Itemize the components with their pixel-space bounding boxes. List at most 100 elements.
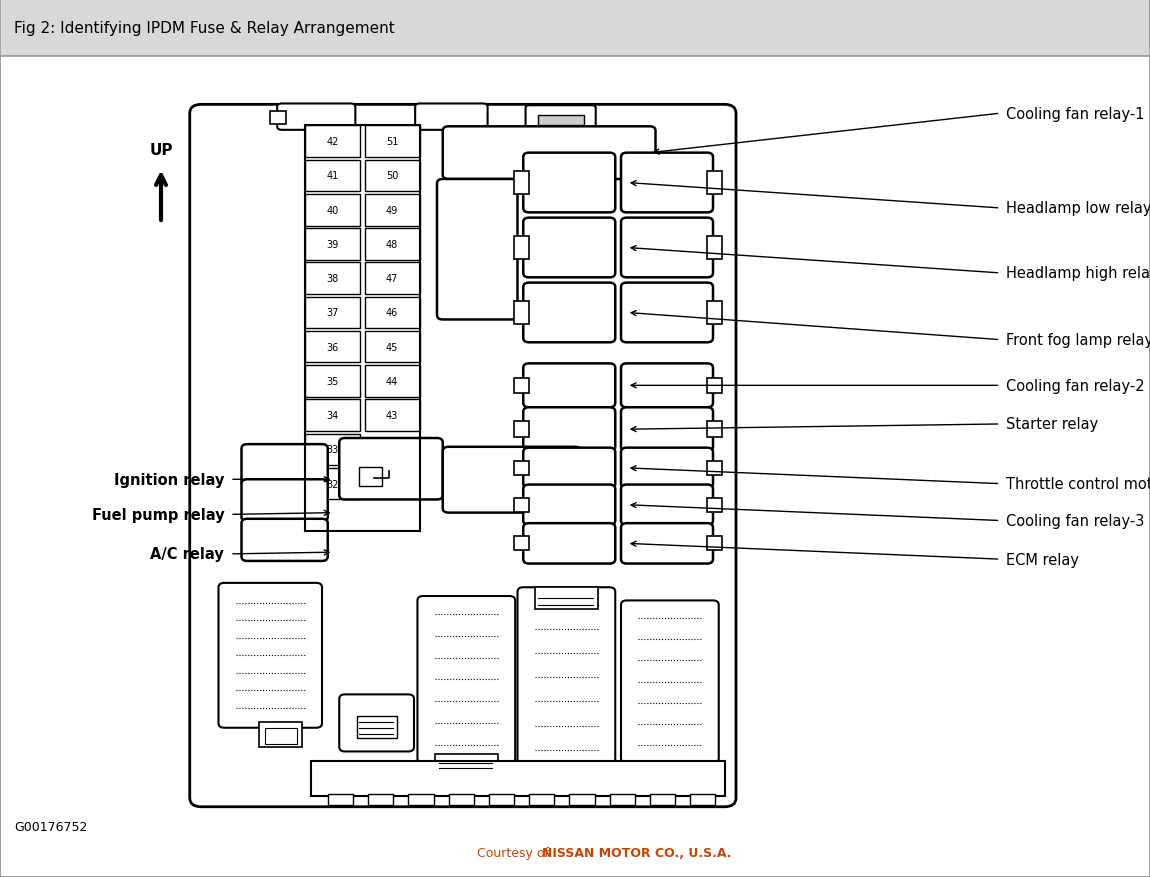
Bar	[365, 160, 420, 192]
Bar	[535, 588, 598, 610]
Text: Courtesy of: Courtesy of	[477, 846, 553, 859]
Bar	[514, 172, 529, 195]
Bar	[707, 378, 722, 394]
Text: Cooling fan relay-3 (LO relay): Cooling fan relay-3 (LO relay)	[1006, 513, 1150, 529]
Bar	[538, 116, 584, 126]
Bar	[707, 498, 722, 512]
Bar	[435, 754, 498, 772]
Bar	[365, 195, 420, 226]
Text: 49: 49	[386, 205, 398, 216]
Bar	[690, 795, 715, 805]
Text: 43: 43	[386, 410, 398, 421]
Text: 40: 40	[327, 205, 338, 216]
Text: G00176752: G00176752	[14, 820, 87, 832]
Bar	[707, 422, 722, 438]
FancyBboxPatch shape	[437, 180, 518, 320]
Bar	[0, 0, 1150, 57]
FancyBboxPatch shape	[523, 153, 615, 213]
FancyBboxPatch shape	[621, 601, 719, 763]
FancyBboxPatch shape	[621, 153, 713, 213]
Bar	[514, 498, 529, 512]
FancyBboxPatch shape	[518, 588, 615, 767]
Bar	[514, 461, 529, 475]
Text: 48: 48	[386, 239, 398, 250]
FancyBboxPatch shape	[523, 408, 615, 452]
Bar	[650, 795, 675, 805]
Bar	[305, 229, 360, 260]
Bar	[264, 728, 297, 744]
Bar	[356, 717, 397, 738]
FancyBboxPatch shape	[443, 447, 581, 513]
Bar	[305, 434, 360, 466]
Text: 35: 35	[327, 376, 338, 387]
Text: 36: 36	[327, 342, 338, 353]
Bar	[365, 263, 420, 295]
FancyBboxPatch shape	[523, 448, 615, 488]
Text: 33: 33	[327, 445, 338, 455]
Bar	[359, 467, 382, 487]
FancyBboxPatch shape	[190, 105, 736, 807]
Bar	[305, 263, 360, 295]
Bar	[310, 761, 724, 796]
FancyBboxPatch shape	[218, 583, 322, 728]
Text: ECM relay: ECM relay	[1006, 552, 1079, 567]
FancyBboxPatch shape	[621, 485, 713, 525]
Text: 47: 47	[386, 274, 398, 284]
Text: Cooling fan relay-2 (HI relay): Cooling fan relay-2 (HI relay)	[1006, 378, 1150, 394]
FancyBboxPatch shape	[526, 106, 596, 132]
FancyBboxPatch shape	[242, 445, 328, 487]
Text: Fuel pump relay: Fuel pump relay	[92, 507, 224, 523]
Bar	[305, 297, 360, 329]
Text: 37: 37	[327, 308, 338, 318]
Text: 38: 38	[327, 274, 338, 284]
FancyBboxPatch shape	[523, 283, 615, 343]
Text: 32: 32	[327, 479, 338, 489]
Bar	[707, 172, 722, 195]
Text: Headlamp low relay: Headlamp low relay	[1006, 201, 1150, 217]
Text: A/C relay: A/C relay	[151, 546, 224, 562]
Bar	[707, 461, 722, 475]
Text: Cooling fan relay-1 (HI relay): Cooling fan relay-1 (HI relay)	[1006, 106, 1150, 122]
Bar	[368, 795, 393, 805]
Bar	[514, 422, 529, 438]
Bar	[707, 302, 722, 324]
Bar	[365, 297, 420, 329]
Bar	[514, 537, 529, 551]
Text: 41: 41	[327, 171, 338, 182]
FancyBboxPatch shape	[417, 596, 515, 763]
FancyBboxPatch shape	[443, 127, 656, 180]
Bar	[514, 302, 529, 324]
Bar	[448, 795, 474, 805]
Bar	[529, 795, 554, 805]
Bar	[408, 795, 434, 805]
FancyBboxPatch shape	[621, 448, 713, 488]
Bar	[305, 366, 360, 397]
Text: 39: 39	[327, 239, 338, 250]
Bar	[365, 229, 420, 260]
Text: Ignition relay: Ignition relay	[114, 472, 224, 488]
FancyBboxPatch shape	[621, 408, 713, 452]
Text: 34: 34	[327, 410, 338, 421]
FancyBboxPatch shape	[339, 695, 414, 752]
Text: NISSAN MOTOR CO., U.S.A.: NISSAN MOTOR CO., U.S.A.	[542, 846, 731, 859]
Bar	[305, 332, 360, 363]
Bar	[365, 126, 420, 158]
Bar	[328, 795, 353, 805]
Bar	[259, 723, 302, 747]
Bar	[489, 795, 514, 805]
Bar	[514, 378, 529, 394]
FancyBboxPatch shape	[339, 438, 443, 500]
FancyBboxPatch shape	[523, 218, 615, 278]
Text: 44: 44	[386, 376, 398, 387]
Text: 51: 51	[386, 137, 398, 147]
Bar	[305, 400, 360, 431]
FancyBboxPatch shape	[277, 104, 355, 131]
Text: 46: 46	[386, 308, 398, 318]
Bar	[514, 237, 529, 260]
Text: Starter relay: Starter relay	[1006, 417, 1098, 432]
FancyBboxPatch shape	[415, 104, 488, 131]
Text: 45: 45	[386, 342, 398, 353]
Bar	[305, 160, 360, 192]
Text: UP: UP	[150, 143, 172, 158]
Bar	[610, 795, 635, 805]
